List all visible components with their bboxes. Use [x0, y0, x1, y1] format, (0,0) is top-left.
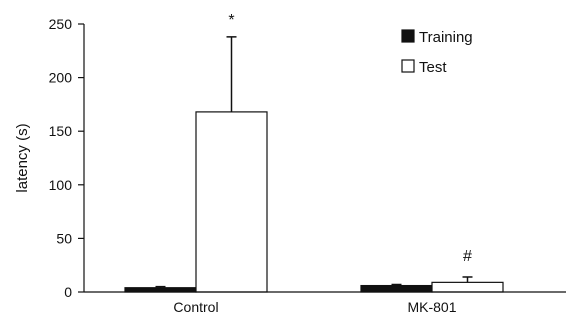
annotation-0: *: [228, 12, 234, 29]
bar-test-control: [195, 111, 268, 293]
bar-training-mk-801: [360, 284, 433, 293]
chart-marks: *#: [124, 12, 504, 293]
legend-swatch-training: [401, 29, 415, 43]
y-axis-title: latency (s): [14, 123, 31, 192]
y-tick-label-100: 100: [49, 177, 73, 193]
y-tick-label-50: 50: [56, 230, 72, 246]
x-tick-label-control: Control: [173, 299, 218, 315]
legend-label-training: Training: [419, 29, 473, 46]
y-tick-label-150: 150: [49, 123, 73, 139]
legend-swatch-test: [401, 59, 415, 73]
x-axis-labels: Control MK-801: [173, 299, 456, 315]
legend-label-test: Test: [419, 59, 447, 76]
legend: Training Test: [401, 29, 473, 76]
bar-test-mk-801: [431, 281, 504, 293]
bar-training-control: [124, 287, 197, 293]
y-axis-ticks: 0 50 100 150 200 250: [49, 16, 84, 300]
annotation-1: #: [463, 248, 472, 265]
y-tick-label-250: 250: [49, 16, 73, 32]
y-tick-label-200: 200: [49, 70, 73, 86]
x-tick-label-mk-801: MK-801: [407, 299, 456, 315]
y-tick-label-0: 0: [64, 284, 72, 300]
